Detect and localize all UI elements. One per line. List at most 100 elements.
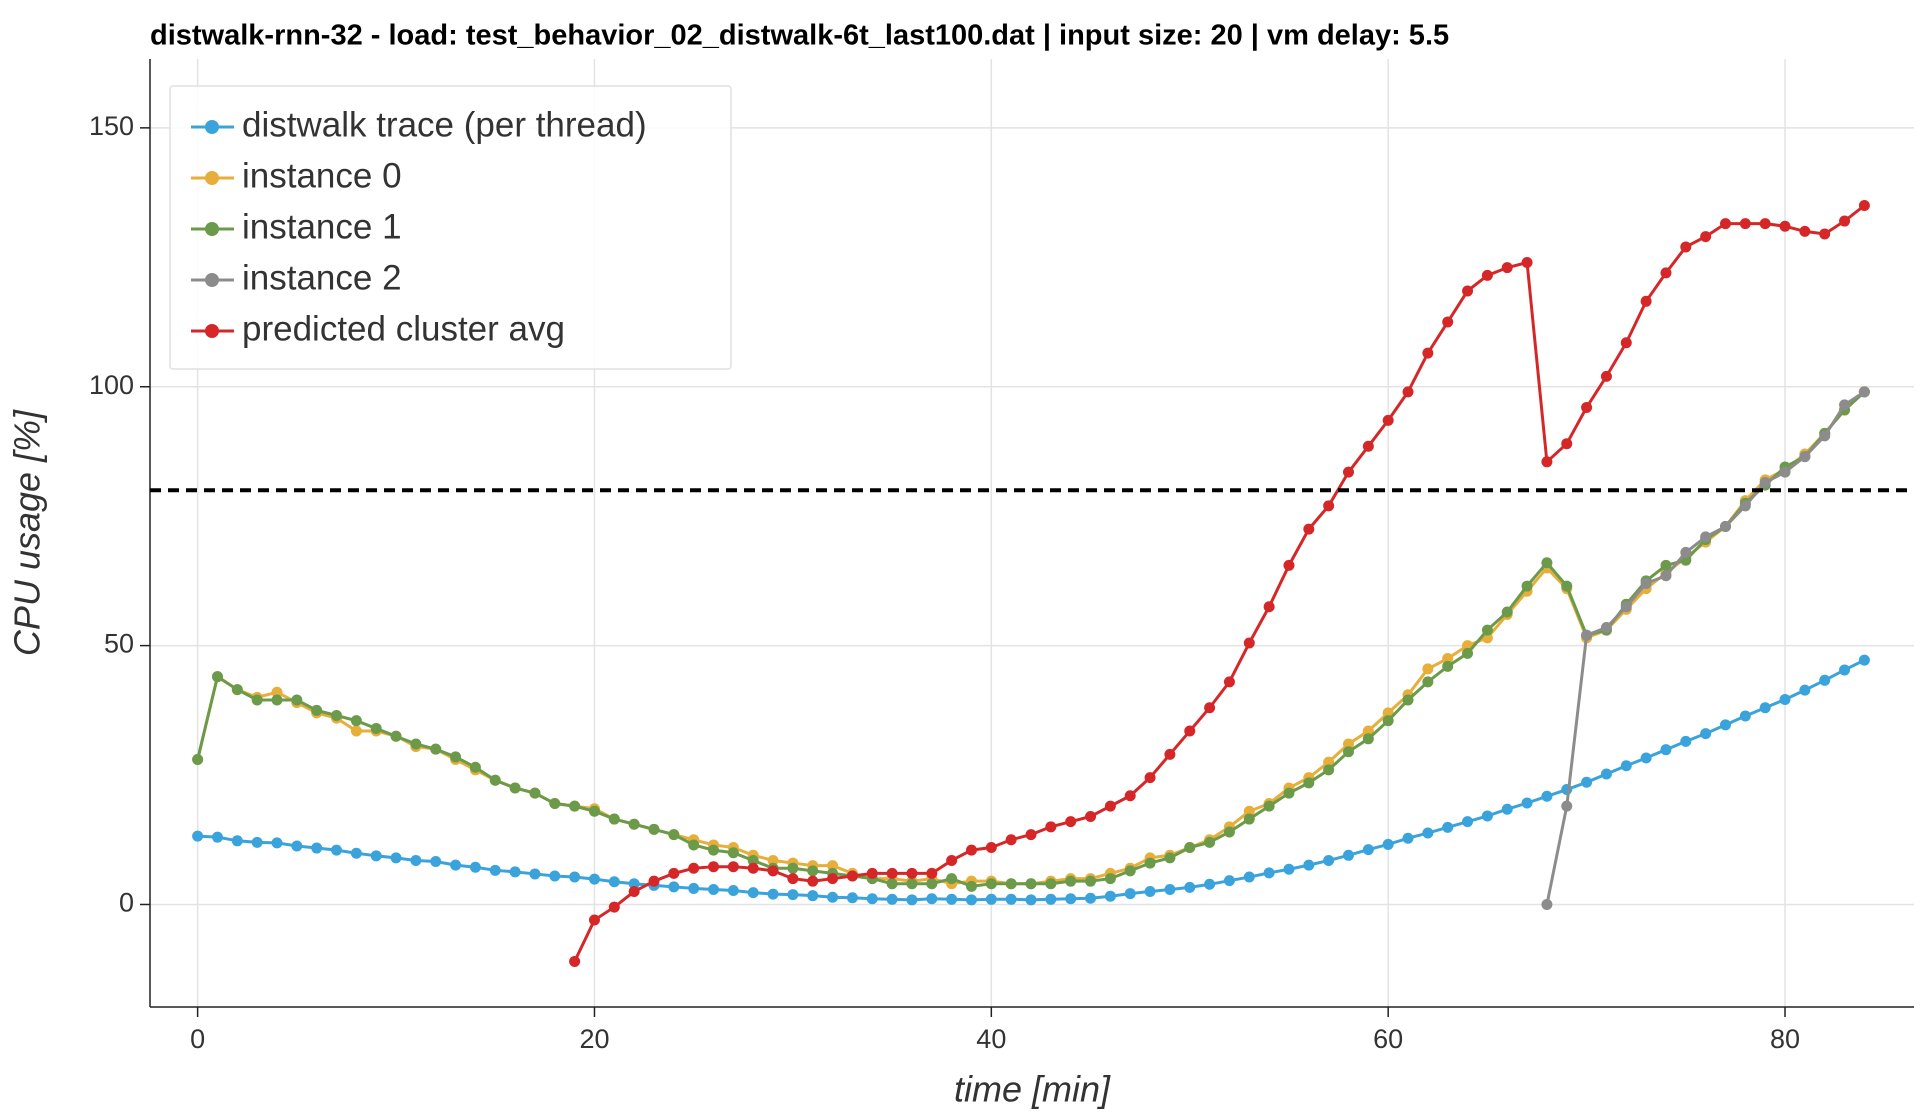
- data-point: [1858, 386, 1870, 398]
- data-point: [807, 865, 819, 877]
- data-point: [1759, 702, 1771, 714]
- data-point: [1779, 466, 1791, 478]
- data-point: [271, 837, 283, 849]
- data-point: [1144, 886, 1156, 898]
- data-point: [1442, 821, 1454, 833]
- data-point: [1819, 674, 1831, 686]
- data-point: [1561, 438, 1573, 450]
- data-point: [588, 914, 600, 926]
- data-point: [1858, 200, 1870, 212]
- data-point: [1303, 523, 1315, 535]
- data-point: [1581, 629, 1593, 641]
- data-point: [807, 875, 819, 887]
- data-point: [1323, 764, 1335, 776]
- data-point: [1164, 883, 1176, 895]
- data-point: [1025, 894, 1037, 906]
- data-point: [1283, 863, 1295, 875]
- data-point: [1164, 748, 1176, 760]
- data-point: [1442, 660, 1454, 672]
- data-point: [946, 893, 958, 905]
- data-point: [708, 844, 720, 856]
- data-point: [1481, 624, 1493, 636]
- data-point: [1243, 813, 1255, 825]
- data-point: [1501, 262, 1513, 274]
- data-point: [450, 751, 462, 763]
- data-point: [628, 886, 640, 898]
- data-point: [1779, 220, 1791, 232]
- data-point: [1362, 733, 1374, 745]
- data-point: [1541, 790, 1553, 802]
- data-point: [1124, 790, 1136, 802]
- data-point: [430, 856, 442, 868]
- data-point: [1005, 834, 1017, 846]
- data-point: [1719, 218, 1731, 230]
- series-line: [197, 658, 1866, 902]
- data-point: [608, 901, 620, 913]
- data-point: [430, 743, 442, 755]
- data-point: [886, 878, 898, 890]
- data-point: [529, 868, 541, 880]
- data-point: [211, 671, 223, 683]
- data-point: [1521, 797, 1533, 809]
- data-point: [1719, 521, 1731, 533]
- data-point: [1263, 601, 1275, 613]
- data-point: [1839, 215, 1851, 227]
- data-point: [985, 878, 997, 890]
- data-point: [1759, 477, 1771, 489]
- data-point: [1501, 606, 1513, 618]
- data-point: [1303, 777, 1315, 789]
- data-point: [1680, 546, 1692, 558]
- data-point: [648, 823, 660, 835]
- x-tick-label: 0: [190, 1024, 205, 1054]
- data-point: [787, 873, 799, 885]
- data-point: [1442, 316, 1454, 328]
- data-point: [291, 694, 303, 706]
- data-point: [251, 694, 263, 706]
- data-point: [1462, 647, 1474, 659]
- data-point: [489, 774, 501, 786]
- data-point: [1660, 570, 1672, 582]
- data-point: [1164, 852, 1176, 864]
- data-point: [767, 854, 779, 866]
- y-tick-label: 150: [89, 111, 134, 141]
- y-tick-label: 100: [89, 370, 134, 400]
- data-point: [747, 862, 759, 874]
- data-point: [688, 882, 700, 894]
- data-point: [1065, 893, 1077, 905]
- data-point: [1144, 772, 1156, 784]
- data-point: [1362, 440, 1374, 452]
- data-point: [985, 893, 997, 905]
- data-point: [767, 865, 779, 877]
- data-point: [1521, 580, 1533, 592]
- data-point: [271, 694, 283, 706]
- data-point: [1541, 557, 1553, 569]
- data-point: [231, 835, 243, 847]
- data-point: [1025, 829, 1037, 841]
- legend-marker: [205, 324, 219, 338]
- y-axis-label: CPU usage [%]: [7, 409, 48, 656]
- data-point: [231, 684, 243, 696]
- data-point: [1124, 865, 1136, 877]
- data-point: [1382, 414, 1394, 426]
- data-point: [1660, 267, 1672, 279]
- x-tick-label: 60: [1373, 1024, 1403, 1054]
- data-point: [1640, 577, 1652, 589]
- data-point: [1243, 805, 1255, 817]
- data-point: [1620, 601, 1632, 613]
- data-point: [1045, 878, 1057, 890]
- data-point: [509, 782, 521, 794]
- data-point: [1422, 347, 1434, 359]
- data-point: [807, 890, 819, 902]
- data-point: [1085, 810, 1097, 822]
- data-point: [1104, 800, 1116, 812]
- data-point: [1223, 826, 1235, 838]
- data-point: [1700, 728, 1712, 740]
- data-point: [1600, 621, 1612, 633]
- data-point: [1739, 710, 1751, 722]
- data-point: [1303, 859, 1315, 871]
- data-point: [1342, 849, 1354, 861]
- data-point: [906, 878, 918, 890]
- data-point: [350, 725, 362, 737]
- data-point: [727, 861, 739, 873]
- data-point: [1402, 832, 1414, 844]
